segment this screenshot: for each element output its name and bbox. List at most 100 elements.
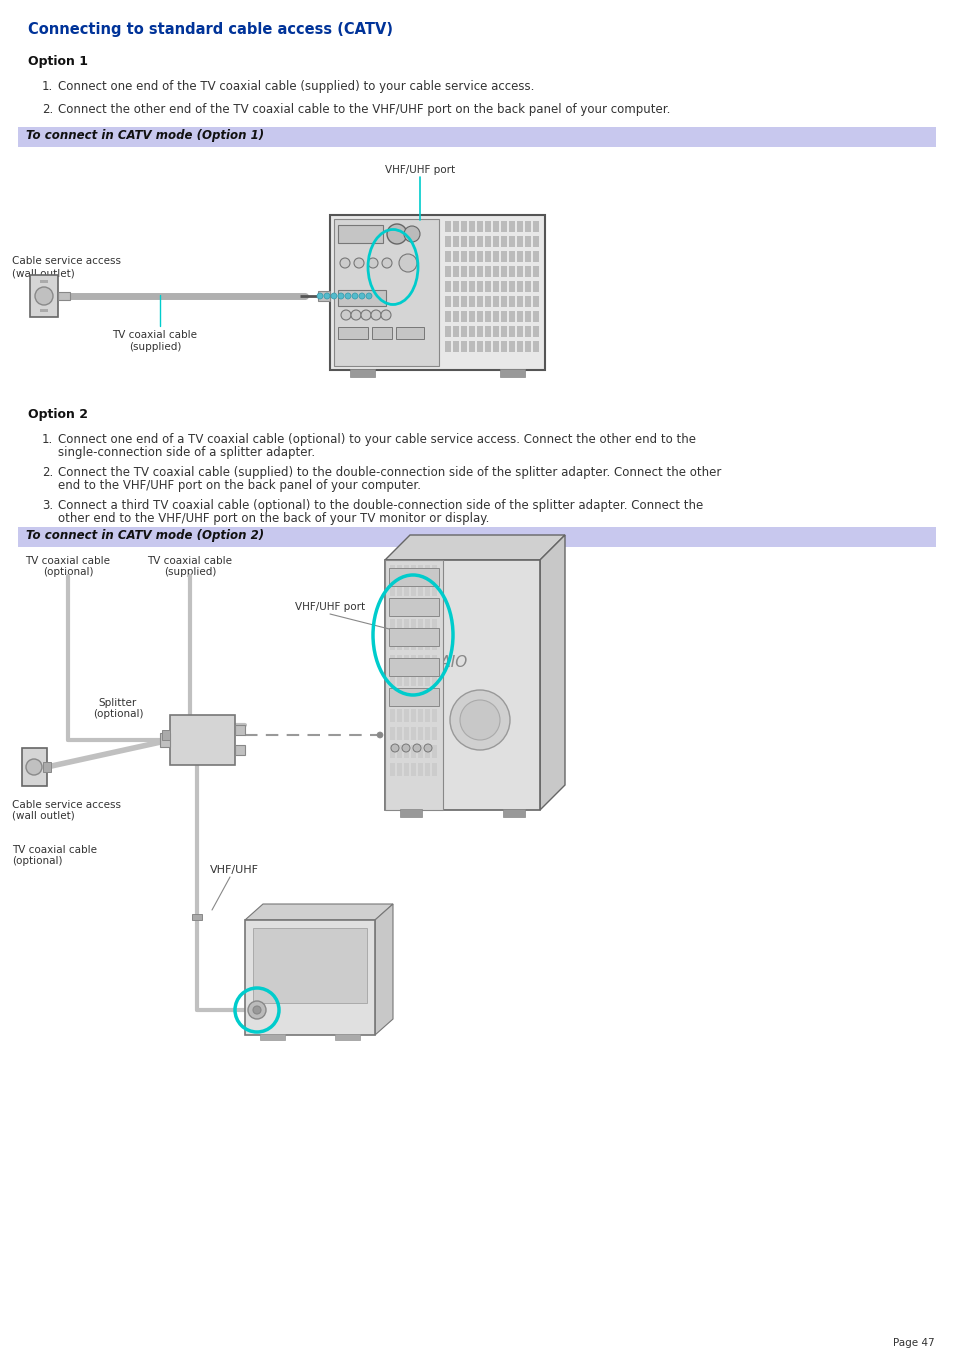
Text: end to the VHF/UHF port on the back panel of your computer.: end to the VHF/UHF port on the back pane…: [58, 480, 420, 492]
Bar: [417, 638, 422, 650]
Bar: [469, 296, 475, 307]
Bar: [396, 584, 401, 596]
Bar: [411, 673, 416, 686]
Bar: [499, 369, 524, 377]
Text: single-connection side of a splitter adapter.: single-connection side of a splitter ada…: [58, 446, 314, 459]
Bar: [403, 619, 409, 632]
Bar: [524, 281, 531, 292]
Bar: [403, 673, 409, 686]
Bar: [533, 296, 538, 307]
Text: Cable service access: Cable service access: [12, 800, 121, 811]
Bar: [444, 236, 451, 247]
Bar: [260, 1034, 285, 1040]
Bar: [453, 311, 458, 322]
Circle shape: [352, 293, 357, 299]
Bar: [524, 340, 531, 353]
Bar: [432, 690, 436, 704]
Bar: [432, 709, 436, 721]
Bar: [484, 251, 491, 262]
Bar: [18, 127, 935, 147]
Text: To connect in CATV mode (Option 2): To connect in CATV mode (Option 2): [26, 530, 264, 542]
Text: 3.: 3.: [42, 499, 53, 512]
Bar: [453, 281, 458, 292]
Bar: [432, 638, 436, 650]
Bar: [417, 744, 422, 758]
Circle shape: [354, 258, 364, 267]
Text: 1.: 1.: [42, 434, 53, 446]
Bar: [476, 222, 482, 232]
Circle shape: [26, 759, 42, 775]
Text: TV coaxial cable: TV coaxial cable: [12, 844, 97, 855]
Bar: [417, 584, 422, 596]
Bar: [460, 266, 467, 277]
Bar: [484, 326, 491, 336]
Text: (optional): (optional): [12, 857, 63, 866]
Bar: [524, 311, 531, 322]
Bar: [509, 266, 515, 277]
Bar: [476, 340, 482, 353]
Text: TV coaxial cable: TV coaxial cable: [148, 557, 233, 566]
Bar: [444, 326, 451, 336]
Bar: [403, 690, 409, 704]
Bar: [469, 340, 475, 353]
Bar: [417, 565, 422, 578]
Bar: [396, 763, 401, 775]
Bar: [411, 619, 416, 632]
Bar: [424, 601, 430, 613]
Text: TV coaxial cable: TV coaxial cable: [112, 330, 197, 340]
Bar: [533, 340, 538, 353]
Bar: [484, 296, 491, 307]
Text: Connect a third TV coaxial cable (optional) to the double-connection side of the: Connect a third TV coaxial cable (option…: [58, 499, 702, 512]
Bar: [396, 565, 401, 578]
Circle shape: [391, 744, 398, 753]
Text: (optional): (optional): [43, 567, 93, 577]
Bar: [411, 690, 416, 704]
Circle shape: [371, 309, 380, 320]
Bar: [493, 236, 498, 247]
Text: Connect the other end of the TV coaxial cable to the VHF/UHF port on the back pa: Connect the other end of the TV coaxial …: [58, 103, 670, 116]
Bar: [509, 326, 515, 336]
Bar: [411, 638, 416, 650]
Bar: [403, 763, 409, 775]
Bar: [444, 296, 451, 307]
Text: (supplied): (supplied): [164, 567, 216, 577]
Bar: [417, 655, 422, 667]
Circle shape: [324, 293, 330, 299]
Bar: [444, 266, 451, 277]
Text: TV coaxial cable: TV coaxial cable: [26, 557, 111, 566]
Bar: [396, 744, 401, 758]
Bar: [417, 690, 422, 704]
Bar: [509, 236, 515, 247]
Bar: [476, 326, 482, 336]
Bar: [424, 727, 430, 740]
Text: Connect the TV coaxial cable (supplied) to the double-connection side of the spl: Connect the TV coaxial cable (supplied) …: [58, 466, 720, 480]
Bar: [453, 222, 458, 232]
Circle shape: [403, 226, 419, 242]
Bar: [484, 340, 491, 353]
Bar: [432, 763, 436, 775]
Circle shape: [368, 258, 377, 267]
Bar: [432, 744, 436, 758]
Bar: [432, 619, 436, 632]
Bar: [390, 601, 395, 613]
Circle shape: [358, 293, 365, 299]
Bar: [524, 236, 531, 247]
Bar: [160, 734, 170, 747]
Bar: [390, 763, 395, 775]
Text: 2.: 2.: [42, 466, 53, 480]
Text: Connecting to standard cable access (CATV): Connecting to standard cable access (CAT…: [28, 22, 393, 36]
Bar: [417, 727, 422, 740]
Bar: [509, 222, 515, 232]
Bar: [411, 744, 416, 758]
Bar: [517, 222, 522, 232]
Text: (optional): (optional): [92, 709, 143, 719]
Text: Cable service access: Cable service access: [12, 255, 121, 266]
Bar: [509, 311, 515, 322]
Bar: [493, 251, 498, 262]
Bar: [389, 658, 438, 676]
Bar: [396, 690, 401, 704]
Bar: [335, 1034, 359, 1040]
Text: Page 47: Page 47: [892, 1337, 934, 1348]
Bar: [460, 326, 467, 336]
Text: (wall outlet): (wall outlet): [12, 811, 74, 821]
